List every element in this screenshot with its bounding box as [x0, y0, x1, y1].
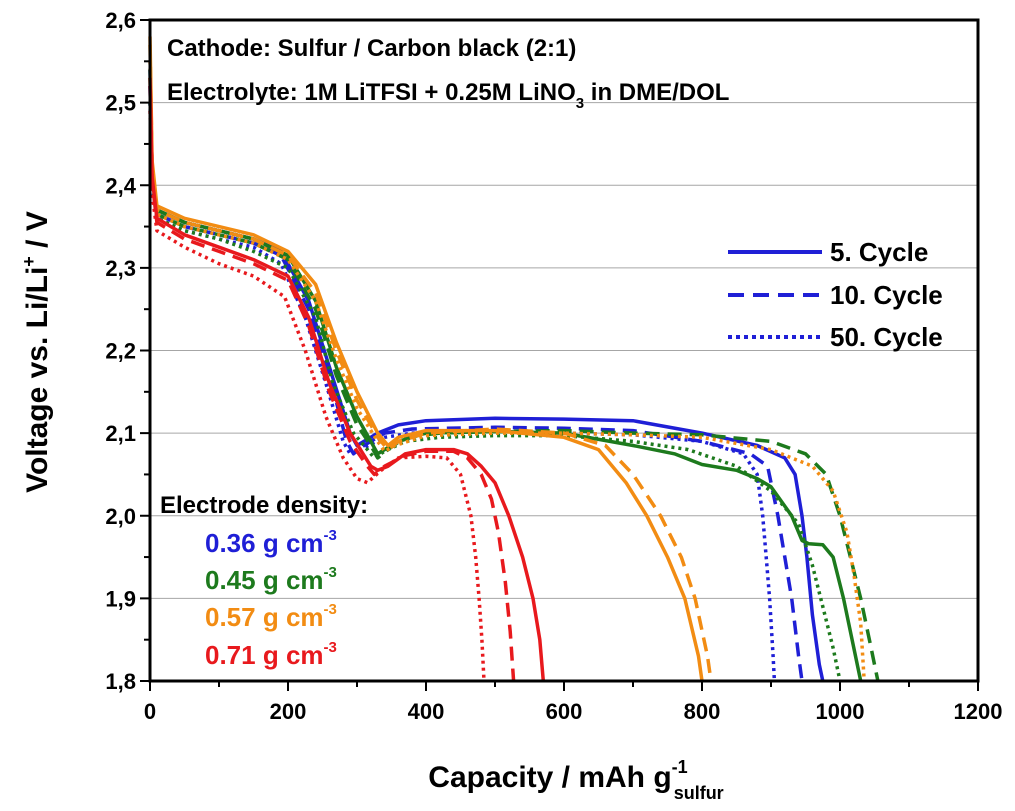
y-tick-label: 2,2: [105, 339, 136, 364]
y-tick-label: 2,0: [105, 504, 136, 529]
series-line-036-cycle-50: [148, 102, 777, 682]
annotation-cathode: Cathode: Sulfur / Carbon black (2:1): [167, 35, 576, 62]
y-tick-label: 2,3: [105, 256, 136, 281]
x-axis-title: Capacity / mAh g-1 sulfur: [428, 757, 723, 803]
annotation-electrolyte-tail: in DME/DOL: [584, 79, 729, 106]
y-tick-label: 2,4: [105, 173, 136, 198]
x-tick-label: 600: [546, 699, 583, 724]
density-entry-1: 0.45 g cm-3: [205, 564, 337, 595]
y-tick-label: 2,6: [105, 8, 136, 33]
axis-ticks: 0 200 400 600 800 1000 1200 1,8 1,9 2,0 2,1 2,2 2,3 2…: [105, 8, 1002, 724]
legend-label-50-cycle: 50. Cycle: [830, 322, 943, 352]
density-unit-sup-1: -3: [324, 564, 337, 581]
series-line-036-cycle-10: [148, 86, 804, 682]
series-line-071-cycle-5: [148, 77, 546, 682]
series-line-057-cycle-50: [148, 61, 866, 682]
density-value-3: 0.71: [205, 640, 256, 670]
x-tick-label: 0: [144, 699, 156, 724]
density-legend-title: Electrode density:: [160, 492, 368, 519]
x-tick-label: 200: [270, 699, 307, 724]
x-tick-label: 1000: [816, 699, 865, 724]
series-line-071-cycle-10: [148, 86, 516, 682]
y-tick-label: 2,1: [105, 421, 136, 446]
density-legend: Electrode density: 0.36 g cm-3 0.45 g cm…: [160, 492, 368, 670]
y-axis-title-tail: / V: [21, 211, 54, 256]
density-value-1: 0.45: [205, 565, 256, 595]
x-axis-title-sup: -1: [672, 757, 688, 777]
density-unit-sup-3: -3: [324, 639, 337, 656]
x-tick-label: 1200: [954, 699, 1003, 724]
density-value-2: 0.57: [205, 602, 256, 632]
x-tick-label: 400: [408, 699, 445, 724]
density-value-0: 0.36: [205, 528, 256, 558]
y-tick-label: 1,8: [105, 669, 136, 694]
density-entry-3: 0.71 g cm-3: [205, 639, 337, 670]
y-axis-title-sup: +: [19, 256, 39, 267]
annotation-electrolyte-main: Electrolyte: 1M LiTFSI + 0.25M LiNO: [167, 79, 576, 106]
x-axis-title-main: Capacity / mAh g: [428, 761, 671, 794]
legend: 5. Cycle 10. Cycle 50. Cycle: [728, 237, 943, 352]
annotation-electrolyte: Electrolyte: 1M LiTFSI + 0.25M LiNO3 in …: [167, 79, 729, 112]
series-line-057-cycle-5: [148, 36, 704, 682]
y-tick-label: 2,5: [105, 91, 136, 116]
legend-label-10-cycle: 10. Cycle: [830, 280, 943, 310]
density-unit-sup-2: -3: [324, 601, 337, 618]
series-line-071-cycle-50: [148, 110, 486, 682]
density-unit-3: g cm: [256, 640, 324, 670]
y-tick-label: 1,9: [105, 586, 136, 611]
x-tick-label: 800: [684, 699, 721, 724]
density-unit-2: g cm: [256, 602, 324, 632]
density-unit-sup-0: -3: [324, 527, 337, 544]
annotation-electrolyte-sub: 3: [576, 95, 584, 112]
density-unit-1: g cm: [256, 565, 324, 595]
density-entry-0: 0.36 g cm-3: [205, 527, 337, 558]
density-unit-0: g cm: [256, 528, 324, 558]
density-entry-2: 0.57 g cm-3: [205, 601, 337, 632]
series-group: [148, 36, 880, 682]
legend-label-5-cycle: 5. Cycle: [830, 237, 928, 267]
y-axis-title-main: Voltage vs. Li/Li: [21, 267, 54, 493]
y-axis-title: Voltage vs. Li/Li+ / V: [19, 211, 54, 493]
x-axis-title-sub: sulfur: [674, 783, 724, 803]
